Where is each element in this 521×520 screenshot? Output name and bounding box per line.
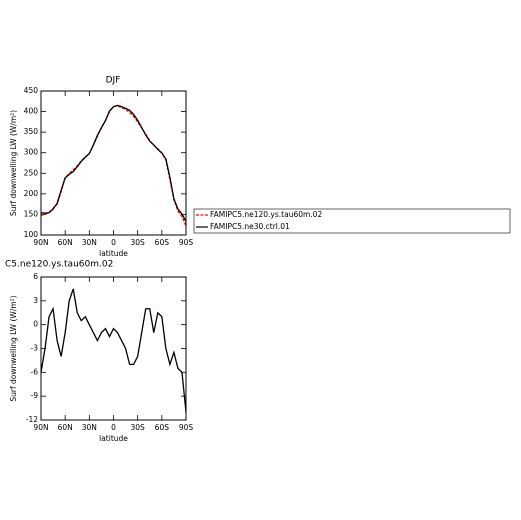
- data-line: [40, 104, 187, 222]
- x-tick-label: 0: [111, 238, 116, 247]
- data-line: [40, 288, 187, 413]
- y-axis-label: Surf downwelling LW (W/m²): [9, 110, 18, 216]
- legend-label: FAMIPC5.ne120.ys.tau60m.02: [210, 210, 322, 219]
- x-tick-label: 90N: [33, 238, 48, 247]
- legend-box: [193, 208, 511, 234]
- data-line: [40, 105, 187, 227]
- y-tick-label: 200: [24, 189, 39, 198]
- x-axis-label: latitude: [99, 249, 128, 258]
- y-tick-label: 100: [24, 230, 39, 239]
- y-tick-label: 0: [33, 320, 38, 329]
- x-tick-label: 60S: [155, 238, 170, 247]
- y-tick-label: 6: [33, 272, 38, 281]
- y-tick-label: 400: [24, 107, 39, 116]
- y-tick-label: -3: [31, 344, 39, 353]
- y-tick-label: -12: [26, 415, 38, 424]
- x-tick-label: 90S: [179, 423, 194, 432]
- x-tick-label: 0: [111, 423, 116, 432]
- panel-title: C5.ne120.ys.tau60m.02: [5, 260, 113, 270]
- x-tick-label: 90S: [179, 238, 194, 247]
- x-tick-label: 60N: [58, 423, 73, 432]
- y-tick-label: 150: [24, 209, 39, 218]
- x-tick-label: 30S: [131, 238, 146, 247]
- x-tick-label: 30N: [82, 238, 97, 247]
- x-axis-label: latitude: [99, 434, 128, 443]
- y-tick-label: 350: [24, 127, 39, 136]
- y-tick-label: -6: [31, 367, 39, 376]
- x-tick-label: 30N: [82, 423, 97, 432]
- plot-frame: [40, 276, 187, 421]
- legend-label: FAMIPC5.ne30.ctrl.01: [210, 222, 290, 231]
- y-tick-label: -9: [31, 391, 39, 400]
- x-tick-label: 60S: [155, 423, 170, 432]
- y-axis-label: Surf downwelling LW (W/m²): [9, 295, 18, 401]
- y-tick-label: 300: [24, 148, 39, 157]
- y-tick-label: 3: [33, 296, 38, 305]
- x-tick-label: 60N: [58, 238, 73, 247]
- x-tick-label: 30S: [131, 423, 146, 432]
- panel-title: DJF: [106, 76, 121, 86]
- y-tick-label: 250: [24, 168, 39, 177]
- y-tick-label: 450: [24, 86, 39, 95]
- plot-frame: [40, 90, 187, 236]
- x-tick-label: 90N: [33, 423, 48, 432]
